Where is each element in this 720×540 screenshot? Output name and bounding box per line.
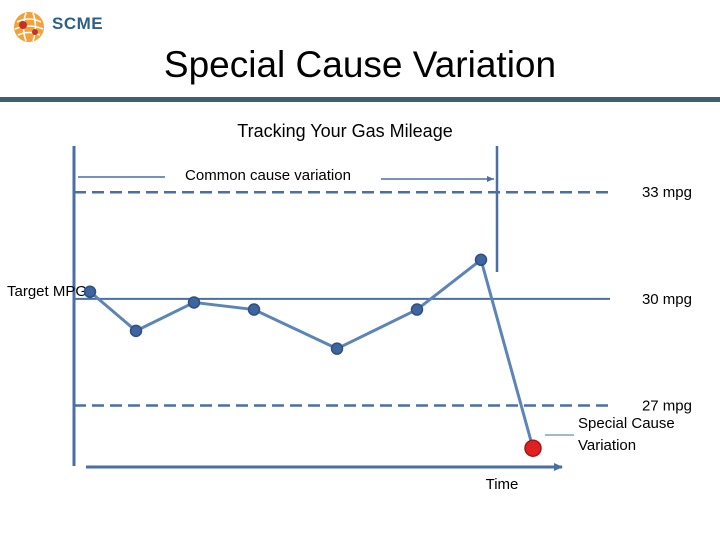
globe-icon	[14, 12, 44, 42]
data-point-3	[187, 296, 201, 309]
data-point-5	[330, 342, 344, 355]
data-point-1	[83, 285, 97, 299]
logo-name: SCME	[52, 14, 104, 33]
y-axis-label: Target MPG	[7, 283, 87, 300]
slide-title: Special Cause Variation	[163, 44, 557, 85]
data-point-4	[247, 303, 261, 316]
mileage-points	[83, 253, 542, 457]
special-cause-point	[524, 439, 542, 457]
x-axis-label: Time	[486, 476, 519, 493]
data-point-2	[129, 324, 143, 338]
chart-title: Tracking Your Gas Mileage	[237, 121, 452, 141]
common-cause-label: Common cause variation	[185, 167, 351, 184]
ref-label-27: 27 mpg	[642, 398, 692, 415]
ref-label-33: 33 mpg	[642, 184, 692, 201]
ref-label-30: 30 mpg	[642, 291, 692, 308]
data-point-6	[410, 303, 424, 316]
title-divider	[0, 97, 720, 102]
special-cause-label-line1: Special Cause	[578, 415, 675, 432]
mileage-series-line	[89, 258, 535, 449]
scme-logo: SCME	[12, 8, 122, 48]
data-point-7	[474, 253, 488, 267]
special-cause-label-line2: Variation	[578, 437, 636, 454]
